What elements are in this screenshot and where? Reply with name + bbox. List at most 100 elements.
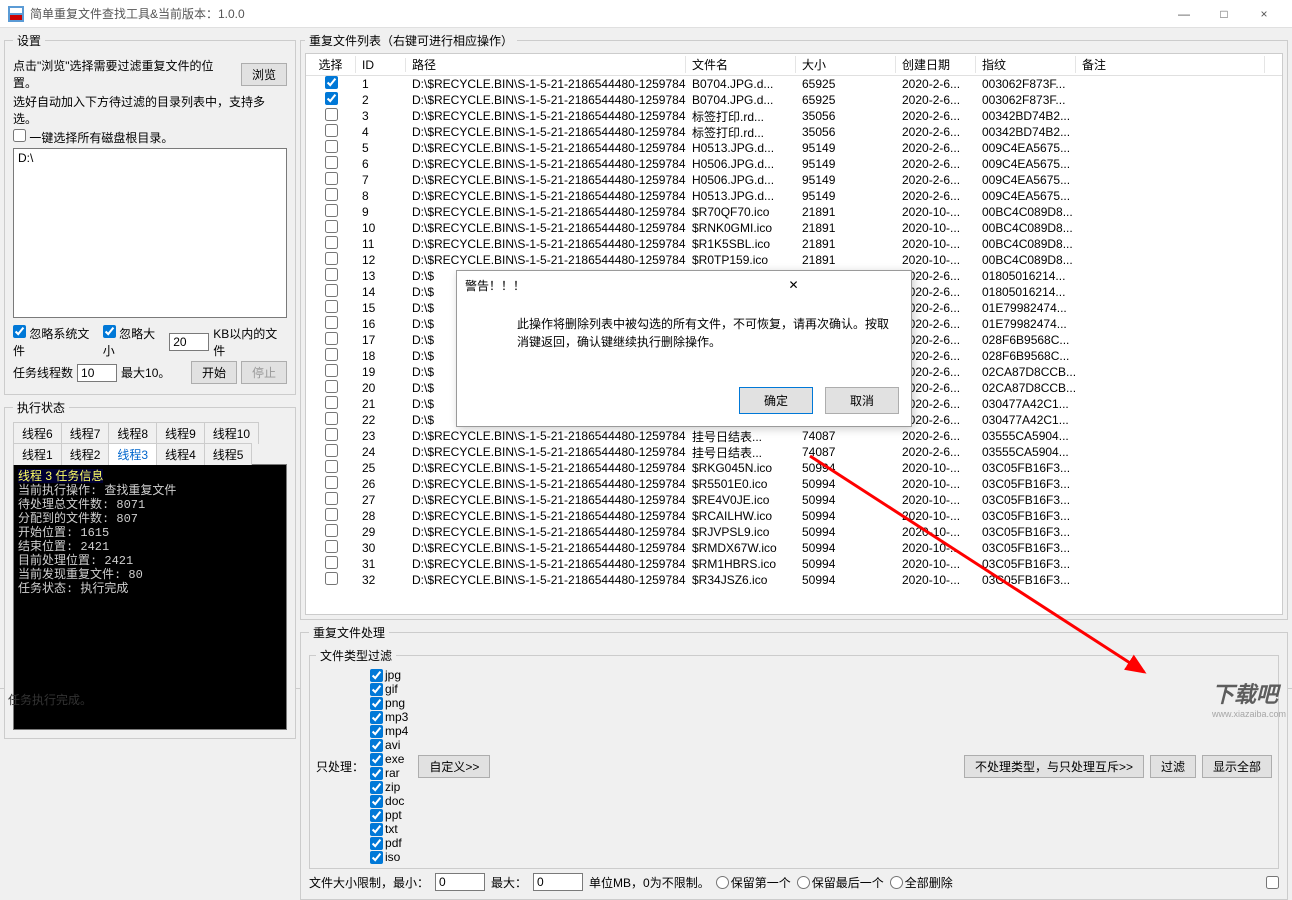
row-checkbox[interactable]	[325, 524, 338, 537]
stop-button[interactable]: 停止	[241, 361, 287, 384]
paths-textarea[interactable]	[13, 148, 287, 318]
close-button[interactable]: ×	[1244, 0, 1284, 28]
filetype-checkbox[interactable]: rar	[370, 766, 408, 780]
size-min-input[interactable]	[435, 873, 485, 891]
filetype-checkbox[interactable]: iso	[370, 850, 408, 864]
row-checkbox[interactable]	[325, 108, 338, 121]
keep-last-radio[interactable]: 保留最后一个	[797, 874, 884, 891]
row-checkbox[interactable]	[325, 268, 338, 281]
table-row[interactable]: 32D:\$RECYCLE.BIN\S-1-5-21-2186544480-12…	[306, 572, 1282, 588]
filetype-checkbox[interactable]: mp4	[370, 724, 408, 738]
row-checkbox[interactable]	[325, 140, 338, 153]
ignore-size-checkbox[interactable]: 忽略大小	[103, 325, 165, 359]
filetype-checkbox[interactable]: zip	[370, 780, 408, 794]
thread-tab[interactable]: 线程3	[108, 443, 157, 465]
filetype-checkbox[interactable]: pdf	[370, 836, 408, 850]
table-row[interactable]: 23D:\$RECYCLE.BIN\S-1-5-21-2186544480-12…	[306, 428, 1282, 444]
table-row[interactable]: 9D:\$RECYCLE.BIN\S-1-5-21-2186544480-125…	[306, 204, 1282, 220]
filetype-checkbox[interactable]: doc	[370, 794, 408, 808]
start-button[interactable]: 开始	[191, 361, 237, 384]
size-max-input[interactable]	[533, 873, 583, 891]
table-row[interactable]: 5D:\$RECYCLE.BIN\S-1-5-21-2186544480-125…	[306, 140, 1282, 156]
dialog-cancel-button[interactable]: 取消	[825, 387, 899, 414]
row-checkbox[interactable]	[325, 476, 338, 489]
table-row[interactable]: 4D:\$RECYCLE.BIN\S-1-5-21-2186544480-125…	[306, 124, 1282, 140]
filetype-checkbox[interactable]: txt	[370, 822, 408, 836]
row-checkbox[interactable]	[325, 364, 338, 377]
table-row[interactable]: 1D:\$RECYCLE.BIN\S-1-5-21-2186544480-125…	[306, 76, 1282, 92]
table-row[interactable]: 27D:\$RECYCLE.BIN\S-1-5-21-2186544480-12…	[306, 492, 1282, 508]
col-path[interactable]: 路径	[406, 56, 686, 73]
row-checkbox[interactable]	[325, 300, 338, 313]
table-row[interactable]: 8D:\$RECYCLE.BIN\S-1-5-21-2186544480-125…	[306, 188, 1282, 204]
dialog-ok-button[interactable]: 确定	[739, 387, 813, 414]
table-row[interactable]: 3D:\$RECYCLE.BIN\S-1-5-21-2186544480-125…	[306, 108, 1282, 124]
table-row[interactable]: 31D:\$RECYCLE.BIN\S-1-5-21-2186544480-12…	[306, 556, 1282, 572]
row-checkbox[interactable]	[325, 284, 338, 297]
table-row[interactable]: 26D:\$RECYCLE.BIN\S-1-5-21-2186544480-12…	[306, 476, 1282, 492]
minimize-button[interactable]: —	[1164, 0, 1204, 28]
filetype-checkbox[interactable]: jpg	[370, 668, 408, 682]
select-all-disks-checkbox[interactable]: 一键选择所有磁盘根目录。	[13, 129, 173, 146]
row-checkbox[interactable]	[325, 572, 338, 585]
row-checkbox[interactable]	[325, 492, 338, 505]
thread-tab[interactable]: 线程9	[156, 422, 205, 444]
row-checkbox[interactable]	[325, 556, 338, 569]
unknown-checkbox[interactable]	[1266, 876, 1279, 889]
row-checkbox[interactable]	[325, 124, 338, 137]
filetype-checkbox[interactable]: avi	[370, 738, 408, 752]
table-row[interactable]: 28D:\$RECYCLE.BIN\S-1-5-21-2186544480-12…	[306, 508, 1282, 524]
row-checkbox[interactable]	[325, 412, 338, 425]
filetype-checkbox[interactable]: ppt	[370, 808, 408, 822]
row-checkbox[interactable]	[325, 236, 338, 249]
row-checkbox[interactable]	[325, 188, 338, 201]
col-note[interactable]: 备注	[1076, 56, 1265, 73]
row-checkbox[interactable]	[325, 204, 338, 217]
filetype-checkbox[interactable]: png	[370, 696, 408, 710]
col-filename[interactable]: 文件名	[686, 56, 796, 73]
ignore-sys-checkbox[interactable]: 忽略系统文件	[13, 325, 99, 359]
row-checkbox[interactable]	[325, 172, 338, 185]
table-row[interactable]: 25D:\$RECYCLE.BIN\S-1-5-21-2186544480-12…	[306, 460, 1282, 476]
thread-tab[interactable]: 线程5	[204, 443, 253, 465]
browse-button[interactable]: 浏览	[241, 63, 287, 86]
col-fingerprint[interactable]: 指纹	[976, 56, 1076, 73]
row-checkbox[interactable]	[325, 428, 338, 441]
thread-tab[interactable]: 线程1	[13, 443, 62, 465]
row-checkbox[interactable]	[325, 508, 338, 521]
exclude-types-button[interactable]: 不处理类型，与只处理互斥>>	[964, 755, 1144, 778]
table-row[interactable]: 6D:\$RECYCLE.BIN\S-1-5-21-2186544480-125…	[306, 156, 1282, 172]
dialog-close-icon[interactable]: ✕	[684, 278, 903, 292]
row-checkbox[interactable]	[325, 316, 338, 329]
col-date[interactable]: 创建日期	[896, 56, 976, 73]
table-row[interactable]: 2D:\$RECYCLE.BIN\S-1-5-21-2186544480-125…	[306, 92, 1282, 108]
table-row[interactable]: 12D:\$RECYCLE.BIN\S-1-5-21-2186544480-12…	[306, 252, 1282, 268]
thread-input[interactable]	[77, 364, 117, 382]
row-checkbox[interactable]	[325, 156, 338, 169]
thread-tab[interactable]: 线程6	[13, 422, 62, 444]
table-row[interactable]: 10D:\$RECYCLE.BIN\S-1-5-21-2186544480-12…	[306, 220, 1282, 236]
row-checkbox[interactable]	[325, 76, 338, 89]
row-checkbox[interactable]	[325, 380, 338, 393]
col-select[interactable]: 选择	[306, 56, 356, 73]
table-row[interactable]: 11D:\$RECYCLE.BIN\S-1-5-21-2186544480-12…	[306, 236, 1282, 252]
delete-all-radio[interactable]: 全部删除	[890, 874, 953, 891]
thread-tab[interactable]: 线程4	[156, 443, 205, 465]
keep-first-radio[interactable]: 保留第一个	[716, 874, 791, 891]
row-checkbox[interactable]	[325, 460, 338, 473]
table-row[interactable]: 29D:\$RECYCLE.BIN\S-1-5-21-2186544480-12…	[306, 524, 1282, 540]
filetype-checkbox[interactable]: gif	[370, 682, 408, 696]
row-checkbox[interactable]	[325, 540, 338, 553]
filetype-checkbox[interactable]: mp3	[370, 710, 408, 724]
thread-tab[interactable]: 线程7	[61, 422, 110, 444]
row-checkbox[interactable]	[325, 396, 338, 409]
row-checkbox[interactable]	[325, 252, 338, 265]
ignore-size-input[interactable]	[169, 333, 209, 351]
col-id[interactable]: ID	[356, 58, 406, 72]
table-row[interactable]: 7D:\$RECYCLE.BIN\S-1-5-21-2186544480-125…	[306, 172, 1282, 188]
maximize-button[interactable]: □	[1204, 0, 1244, 28]
col-size[interactable]: 大小	[796, 56, 896, 73]
filetype-checkbox[interactable]: exe	[370, 752, 408, 766]
custom-types-button[interactable]: 自定义>>	[418, 755, 490, 778]
row-checkbox[interactable]	[325, 220, 338, 233]
